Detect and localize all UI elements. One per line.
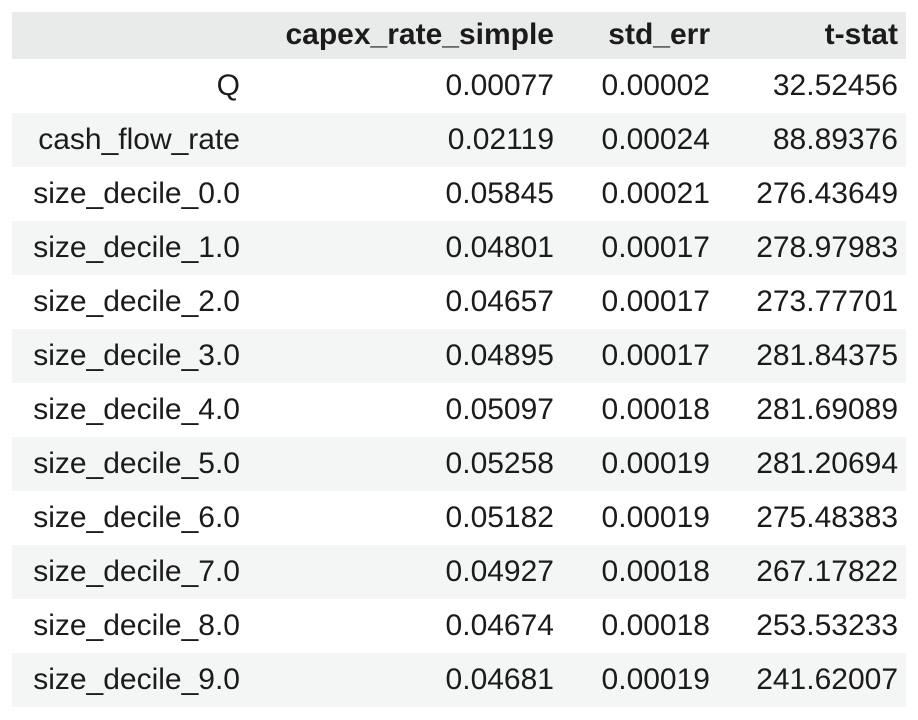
cell-t-stat: 267.17822 xyxy=(756,555,898,588)
row-label: size_decile_5.0 xyxy=(33,447,240,480)
cell-std-err: 0.00021 xyxy=(601,177,710,210)
row-label: size_decile_8.0 xyxy=(33,609,240,642)
table-row: size_decile_4.0 0.05097 0.00018 281.6908… xyxy=(12,383,906,437)
cell-std-err: 0.00017 xyxy=(601,339,710,372)
row-label: size_decile_9.0 xyxy=(33,663,240,696)
cell-std-err: 0.00017 xyxy=(601,231,710,264)
cell-std-err: 0.00017 xyxy=(601,285,710,318)
cell-t-stat: 241.62007 xyxy=(756,663,898,696)
cell-capex-rate-simple: 0.05182 xyxy=(445,501,554,534)
column-header-capex-rate-simple: capex_rate_simple xyxy=(248,12,562,59)
results-table-container: capex_rate_simple std_err t-stat Q 0.000… xyxy=(12,12,906,707)
table-row: size_decile_8.0 0.04674 0.00018 253.5323… xyxy=(12,599,906,653)
row-label: size_decile_7.0 xyxy=(33,555,240,588)
column-header-t-stat: t-stat xyxy=(718,12,906,59)
row-label: size_decile_6.0 xyxy=(33,501,240,534)
cell-t-stat: 275.48383 xyxy=(756,501,898,534)
row-label: cash_flow_rate xyxy=(38,123,240,156)
table-row: size_decile_6.0 0.05182 0.00019 275.4838… xyxy=(12,491,906,545)
cell-std-err: 0.00002 xyxy=(601,69,710,102)
cell-t-stat: 278.97983 xyxy=(756,231,898,264)
cell-capex-rate-simple: 0.04927 xyxy=(445,555,554,588)
cell-t-stat: 88.89376 xyxy=(772,123,898,156)
cell-std-err: 0.00019 xyxy=(601,663,710,696)
cell-capex-rate-simple: 0.05258 xyxy=(445,447,554,480)
cell-capex-rate-simple: 0.05097 xyxy=(445,393,554,426)
cell-std-err: 0.00019 xyxy=(601,501,710,534)
cell-t-stat: 281.69089 xyxy=(756,393,898,426)
cell-t-stat: 32.52456 xyxy=(772,69,898,102)
table-row: size_decile_2.0 0.04657 0.00017 273.7770… xyxy=(12,275,906,329)
table-header-row: capex_rate_simple std_err t-stat xyxy=(12,12,906,59)
cell-std-err: 0.00018 xyxy=(601,609,710,642)
row-label: size_decile_4.0 xyxy=(33,393,240,426)
cell-capex-rate-simple: 0.05845 xyxy=(445,177,554,210)
column-header-std-err: std_err xyxy=(562,12,718,59)
row-label: size_decile_3.0 xyxy=(33,339,240,372)
cell-std-err: 0.00019 xyxy=(601,447,710,480)
table-row: size_decile_9.0 0.04681 0.00019 241.6200… xyxy=(12,653,906,707)
cell-capex-rate-simple: 0.04801 xyxy=(445,231,554,264)
cell-capex-rate-simple: 0.04681 xyxy=(445,663,554,696)
cell-std-err: 0.00018 xyxy=(601,555,710,588)
cell-std-err: 0.00018 xyxy=(601,393,710,426)
cell-capex-rate-simple: 0.02119 xyxy=(447,123,554,156)
regression-results-table: capex_rate_simple std_err t-stat Q 0.000… xyxy=(12,12,906,707)
row-label: size_decile_0.0 xyxy=(33,177,240,210)
cell-t-stat: 281.20694 xyxy=(756,447,898,480)
cell-capex-rate-simple: 0.04657 xyxy=(445,285,554,318)
cell-capex-rate-simple: 0.04895 xyxy=(445,339,554,372)
cell-std-err: 0.00024 xyxy=(601,123,710,156)
cell-t-stat: 276.43649 xyxy=(756,177,898,210)
table-row: size_decile_7.0 0.04927 0.00018 267.1782… xyxy=(12,545,906,599)
table-row: cash_flow_rate 0.02119 0.00024 88.89376 xyxy=(12,113,906,167)
row-label: size_decile_2.0 xyxy=(33,285,240,318)
table-row: Q 0.00077 0.00002 32.52456 xyxy=(12,59,906,113)
row-label: size_decile_1.0 xyxy=(33,231,240,264)
cell-t-stat: 273.77701 xyxy=(756,285,898,318)
table-row: size_decile_0.0 0.05845 0.00021 276.4364… xyxy=(12,167,906,221)
row-label: Q xyxy=(216,69,240,102)
cell-capex-rate-simple: 0.04674 xyxy=(445,609,554,642)
cell-capex-rate-simple: 0.00077 xyxy=(445,69,554,102)
index-column-header xyxy=(12,12,248,59)
cell-t-stat: 253.53233 xyxy=(756,609,898,642)
table-row: size_decile_3.0 0.04895 0.00017 281.8437… xyxy=(12,329,906,383)
table-row: size_decile_1.0 0.04801 0.00017 278.9798… xyxy=(12,221,906,275)
cell-t-stat: 281.84375 xyxy=(756,339,898,372)
table-row: size_decile_5.0 0.05258 0.00019 281.2069… xyxy=(12,437,906,491)
